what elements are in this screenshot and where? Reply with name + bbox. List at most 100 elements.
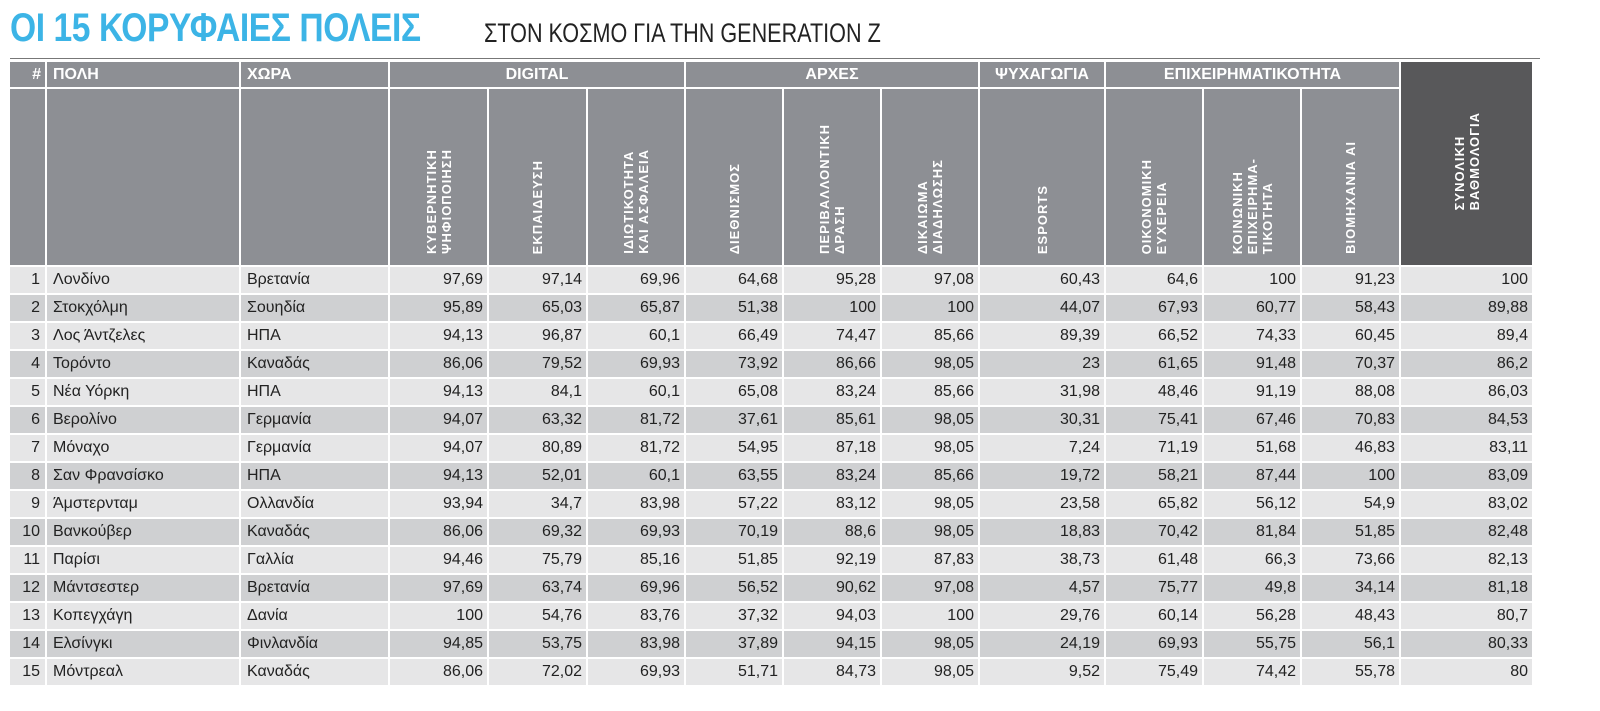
score-cell: 97,14 xyxy=(489,267,586,293)
total-score-cell: 100 xyxy=(1401,267,1532,293)
header-col-right-to-protest: ΔΙΚΑΙΩΜΑ ΔΙΑΔΗΛΩΣΗΣ xyxy=(882,89,978,265)
score-cell: 87,18 xyxy=(784,435,880,461)
page-subtitle: ΣΤΟΝ ΚΟΣΜΟ ΓΙΑ ΤΗΝ GENERATION Z xyxy=(484,18,881,48)
header-col-social-entrepreneurship: ΚΟΙΝΩΝΙΚΗ ΕΠΙΧΕΙΡΗΜΑ- ΤΙΚΟΤΗΤΑ xyxy=(1204,89,1300,265)
score-cell: 65,03 xyxy=(489,295,586,321)
score-cell: 74,42 xyxy=(1204,659,1300,685)
score-cell: 70,42 xyxy=(1106,519,1202,545)
score-cell: 94,03 xyxy=(784,603,880,629)
score-cell: 34,14 xyxy=(1302,575,1399,601)
score-cell: 100 xyxy=(390,603,487,629)
score-cell: 23 xyxy=(980,351,1104,377)
score-cell: 54,9 xyxy=(1302,491,1399,517)
score-cell: 85,61 xyxy=(784,407,880,433)
score-cell: 98,05 xyxy=(882,491,978,517)
score-cell: 94,13 xyxy=(390,379,487,405)
score-cell: 83,98 xyxy=(588,631,684,657)
score-cell: 75,77 xyxy=(1106,575,1202,601)
header-group-digital: DIGITAL xyxy=(390,62,684,87)
score-cell: 48,46 xyxy=(1106,379,1202,405)
score-cell: 100 xyxy=(882,603,978,629)
score-cell: 87,83 xyxy=(882,547,978,573)
table-body: 1 Λονδίνο Βρετανία 97,69 97,14 69,96 64,68 95,2… xyxy=(10,267,1532,685)
score-cell: 60,77 xyxy=(1204,295,1300,321)
rank-cell: 3 xyxy=(10,323,45,349)
header-blank xyxy=(47,89,239,265)
score-cell: 51,85 xyxy=(1302,519,1399,545)
header-column-row: ΚΥΒΕΡΝΗΤΙΚΗ ΨΗΦΙΟΠΟΙΗΣΗ ΕΚΠΑΙΔΕΥΣΗ ΙΔΙΩΤ… xyxy=(10,89,1532,265)
country-cell: Γαλλία xyxy=(241,547,388,573)
score-cell: 98,05 xyxy=(882,519,978,545)
total-score-cell: 80 xyxy=(1401,659,1532,685)
score-cell: 51,71 xyxy=(686,659,782,685)
score-cell: 55,78 xyxy=(1302,659,1399,685)
score-cell: 9,52 xyxy=(980,659,1104,685)
header-rank: # xyxy=(10,62,45,87)
rank-cell: 1 xyxy=(10,267,45,293)
score-cell: 86,06 xyxy=(390,519,487,545)
rank-cell: 10 xyxy=(10,519,45,545)
country-cell: Δανία xyxy=(241,603,388,629)
score-cell: 79,52 xyxy=(489,351,586,377)
rank-cell: 13 xyxy=(10,603,45,629)
header-blank xyxy=(241,89,388,265)
score-cell: 53,75 xyxy=(489,631,586,657)
score-cell: 98,05 xyxy=(882,407,978,433)
total-score-cell: 80,7 xyxy=(1401,603,1532,629)
score-cell: 65,82 xyxy=(1106,491,1202,517)
rank-cell: 15 xyxy=(10,659,45,685)
score-cell: 63,74 xyxy=(489,575,586,601)
score-cell: 70,19 xyxy=(686,519,782,545)
country-cell: Βρετανία xyxy=(241,575,388,601)
score-cell: 64,68 xyxy=(686,267,782,293)
score-cell: 86,66 xyxy=(784,351,880,377)
table-row: 14 Ελσίνγκι Φινλανδία 94,85 53,75 83,98 37,89 9… xyxy=(10,631,1532,657)
score-cell: 69,93 xyxy=(588,659,684,685)
score-cell: 92,19 xyxy=(784,547,880,573)
score-cell: 83,24 xyxy=(784,379,880,405)
country-cell: Γερμανία xyxy=(241,407,388,433)
rankings-table: # ΠΟΛΗ ΧΩΡΑ DIGITAL ΑΡΧΕΣ ΨΥΧΑΓΩΓΙΑ ΕΠΙΧ… xyxy=(8,60,1534,687)
score-cell: 56,28 xyxy=(1204,603,1300,629)
score-cell: 4,57 xyxy=(980,575,1104,601)
score-cell: 46,83 xyxy=(1302,435,1399,461)
header-col-digital-government: ΚΥΒΕΡΝΗΤΙΚΗ ΨΗΦΙΟΠΟΙΗΣΗ xyxy=(390,89,487,265)
header-total-label: ΣΥΝΟΛΙΚΗ ΒΑΘΜΟΛΟΓΙΑ xyxy=(1451,111,1482,211)
score-cell: 60,14 xyxy=(1106,603,1202,629)
score-cell: 81,72 xyxy=(588,407,684,433)
score-cell: 67,93 xyxy=(1106,295,1202,321)
score-cell: 57,22 xyxy=(686,491,782,517)
score-cell: 29,76 xyxy=(980,603,1104,629)
score-cell: 91,23 xyxy=(1302,267,1399,293)
country-cell: ΗΠΑ xyxy=(241,323,388,349)
rank-cell: 11 xyxy=(10,547,45,573)
city-cell: Μάντσεστερ xyxy=(47,575,239,601)
score-cell: 63,32 xyxy=(489,407,586,433)
score-cell: 49,8 xyxy=(1204,575,1300,601)
country-cell: Ολλανδία xyxy=(241,491,388,517)
total-score-cell: 89,88 xyxy=(1401,295,1532,321)
country-cell: Καναδάς xyxy=(241,659,388,685)
header-col-education: ΕΚΠΑΙΔΕΥΣΗ xyxy=(489,89,586,265)
rank-cell: 6 xyxy=(10,407,45,433)
score-cell: 69,32 xyxy=(489,519,586,545)
score-cell: 88,08 xyxy=(1302,379,1399,405)
total-score-cell: 82,48 xyxy=(1401,519,1532,545)
score-cell: 75,79 xyxy=(489,547,586,573)
score-cell: 85,66 xyxy=(882,323,978,349)
score-cell: 61,48 xyxy=(1106,547,1202,573)
header-label: ΙΔΙΩΤΙΚΟΤΗΤΑ ΚΑΙ ΑΣΦΑΛΕΙΑ xyxy=(621,149,651,254)
rank-cell: 7 xyxy=(10,435,45,461)
score-cell: 98,05 xyxy=(882,659,978,685)
score-cell: 98,05 xyxy=(882,631,978,657)
score-cell: 74,33 xyxy=(1204,323,1300,349)
score-cell: 87,44 xyxy=(1204,463,1300,489)
score-cell: 97,69 xyxy=(390,267,487,293)
score-cell: 30,31 xyxy=(980,407,1104,433)
header-col-environmental-action: ΠΕΡΙΒΑΛΛΟΝΤΙΚΗ ΔΡΑΣΗ xyxy=(784,89,880,265)
score-cell: 70,37 xyxy=(1302,351,1399,377)
city-cell: Στοκχόλμη xyxy=(47,295,239,321)
city-cell: Βερολίνο xyxy=(47,407,239,433)
score-cell: 66,49 xyxy=(686,323,782,349)
score-cell: 69,96 xyxy=(588,267,684,293)
